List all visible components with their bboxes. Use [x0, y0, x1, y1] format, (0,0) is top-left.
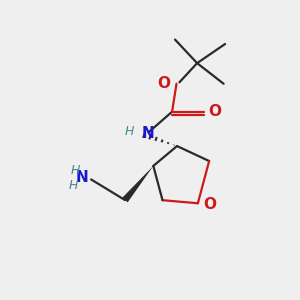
Text: O: O	[203, 197, 216, 212]
Text: N: N	[142, 126, 155, 141]
Text: N: N	[76, 170, 89, 185]
Text: H: H	[124, 125, 134, 138]
Text: O: O	[157, 76, 170, 91]
Text: H: H	[70, 164, 80, 177]
Text: O: O	[208, 104, 221, 119]
Polygon shape	[122, 166, 153, 202]
Text: H: H	[69, 179, 78, 192]
